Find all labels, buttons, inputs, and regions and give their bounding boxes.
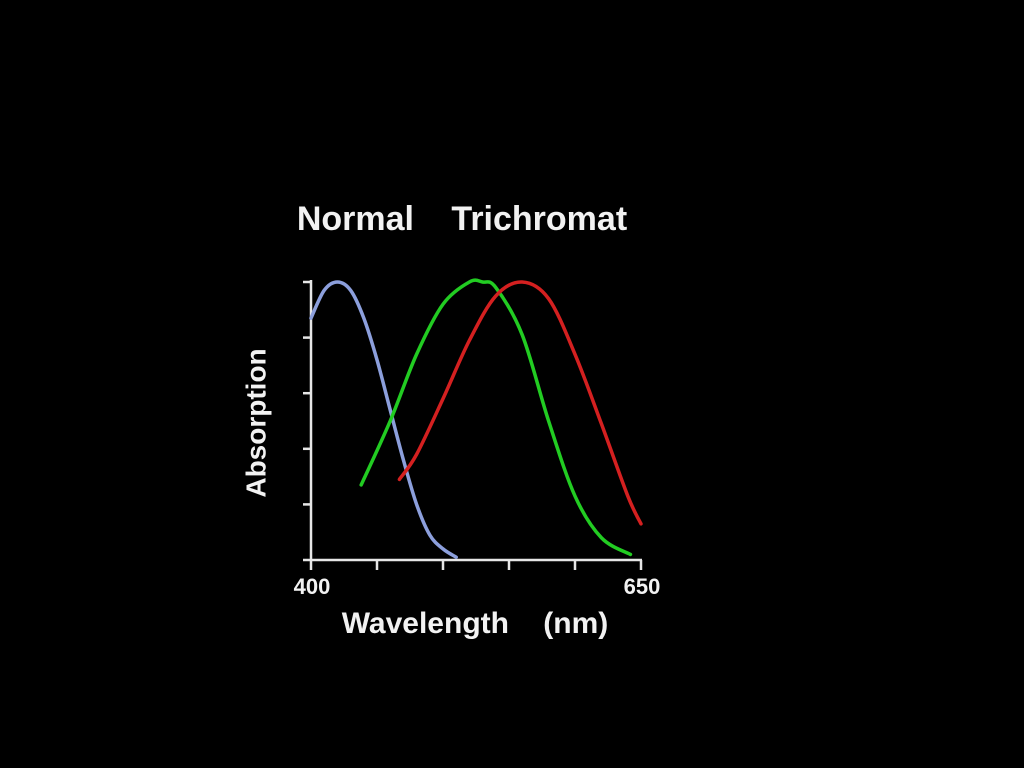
y-axis-label: Absorption xyxy=(240,348,271,497)
x-tick-label: 400 xyxy=(294,574,331,599)
x-axis-label: Wavelength (nm) xyxy=(342,607,609,640)
chart-title: Normal Trichromat xyxy=(297,200,627,238)
curve xyxy=(309,280,458,559)
curve xyxy=(397,280,643,526)
curve xyxy=(359,278,633,557)
x-tick-label: 650 xyxy=(624,574,661,599)
